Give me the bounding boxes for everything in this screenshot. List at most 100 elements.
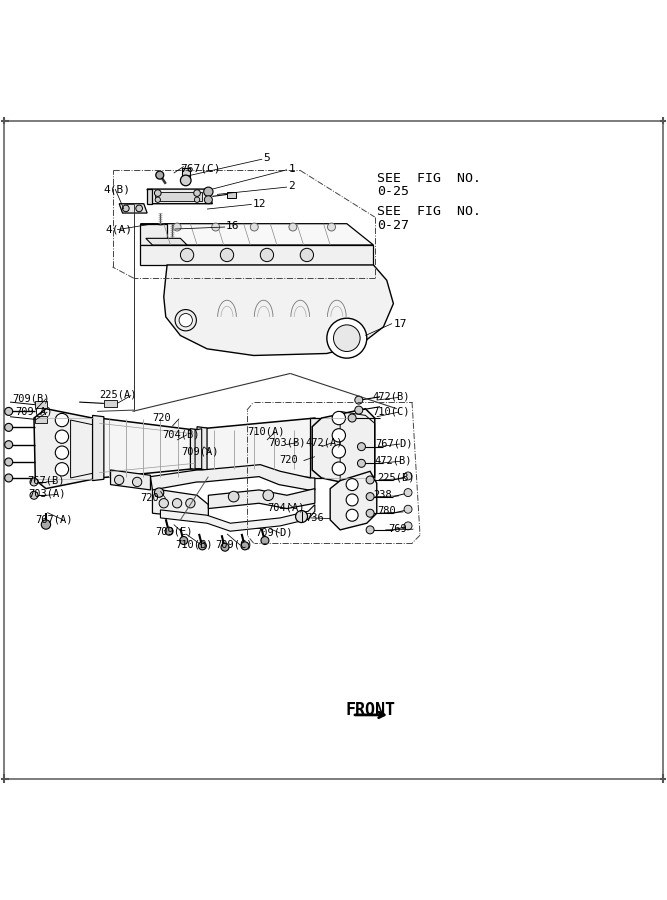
Text: 1: 1: [288, 164, 295, 174]
Bar: [35, 401, 47, 408]
Circle shape: [30, 491, 38, 500]
Circle shape: [327, 319, 367, 358]
Polygon shape: [99, 418, 195, 478]
Circle shape: [332, 428, 346, 442]
Circle shape: [263, 490, 273, 500]
Circle shape: [358, 443, 366, 451]
Circle shape: [173, 223, 181, 231]
Text: 710(B): 710(B): [175, 539, 213, 550]
Text: 17: 17: [394, 319, 407, 328]
Text: 5: 5: [263, 154, 270, 164]
Bar: [227, 192, 236, 198]
Circle shape: [156, 171, 164, 179]
Circle shape: [41, 520, 51, 529]
Circle shape: [228, 491, 239, 502]
Polygon shape: [153, 489, 208, 518]
Polygon shape: [119, 203, 147, 213]
Circle shape: [346, 494, 358, 506]
Circle shape: [155, 488, 164, 498]
Text: 472(A): 472(A): [305, 437, 343, 447]
Circle shape: [289, 223, 297, 231]
Circle shape: [211, 223, 219, 231]
Circle shape: [203, 187, 213, 196]
Circle shape: [358, 459, 366, 467]
Text: 709(D): 709(D): [255, 527, 292, 537]
Polygon shape: [111, 470, 151, 490]
Circle shape: [55, 463, 69, 476]
Text: 709(A): 709(A): [181, 446, 219, 456]
Polygon shape: [201, 418, 315, 478]
Text: 703(B): 703(B): [268, 437, 305, 447]
Text: 4(A): 4(A): [106, 224, 133, 234]
Circle shape: [5, 458, 13, 466]
Text: 472(B): 472(B): [372, 392, 410, 401]
Polygon shape: [190, 428, 201, 470]
Circle shape: [204, 195, 212, 203]
Circle shape: [327, 223, 336, 231]
Polygon shape: [147, 189, 212, 203]
Circle shape: [334, 325, 360, 352]
Circle shape: [250, 223, 258, 231]
Circle shape: [180, 176, 191, 185]
Text: 767(A): 767(A): [35, 514, 73, 524]
Polygon shape: [141, 224, 167, 245]
Circle shape: [220, 248, 233, 262]
Text: 4(B): 4(B): [104, 184, 131, 194]
Text: 704(B): 704(B): [162, 429, 199, 439]
Circle shape: [5, 441, 13, 449]
Bar: [155, 192, 201, 201]
Text: 225(A): 225(A): [99, 390, 137, 400]
Text: FRONT: FRONT: [346, 700, 396, 718]
Text: 709(B): 709(B): [13, 393, 50, 403]
Text: 720: 720: [141, 493, 159, 503]
Text: 709(A): 709(A): [15, 407, 53, 417]
Bar: [104, 400, 117, 407]
Circle shape: [404, 522, 412, 530]
Circle shape: [5, 423, 13, 431]
Bar: [35, 416, 47, 423]
Polygon shape: [151, 464, 315, 490]
Circle shape: [221, 544, 229, 551]
Circle shape: [175, 310, 196, 331]
Text: 12: 12: [252, 199, 265, 209]
Text: 720: 720: [153, 413, 171, 423]
Polygon shape: [195, 428, 201, 469]
Circle shape: [295, 510, 307, 523]
Circle shape: [180, 248, 193, 262]
Circle shape: [346, 479, 358, 490]
Polygon shape: [93, 416, 104, 481]
Circle shape: [366, 492, 374, 500]
Circle shape: [5, 474, 13, 482]
Circle shape: [366, 526, 374, 534]
Circle shape: [198, 542, 206, 550]
Circle shape: [55, 430, 69, 444]
Circle shape: [123, 205, 129, 212]
Circle shape: [355, 406, 363, 414]
Text: 720: 720: [279, 455, 297, 465]
Polygon shape: [161, 505, 315, 531]
Circle shape: [155, 197, 161, 202]
Circle shape: [261, 536, 269, 544]
Circle shape: [30, 478, 38, 486]
Text: SEE  FIG  NO.: SEE FIG NO.: [377, 205, 481, 218]
Polygon shape: [164, 265, 394, 356]
Circle shape: [159, 499, 169, 508]
Polygon shape: [34, 409, 99, 489]
Bar: [181, 168, 189, 180]
Text: 703(A): 703(A): [29, 489, 66, 499]
Polygon shape: [141, 224, 374, 245]
Text: 2: 2: [288, 182, 295, 192]
Circle shape: [179, 313, 192, 327]
Circle shape: [193, 190, 200, 196]
Text: 769: 769: [388, 524, 407, 534]
Polygon shape: [310, 418, 321, 478]
Circle shape: [194, 197, 199, 202]
Polygon shape: [141, 245, 374, 265]
Text: 238: 238: [374, 491, 392, 500]
Polygon shape: [330, 472, 377, 530]
Text: 0-27: 0-27: [377, 219, 409, 231]
Text: 709(C): 709(C): [215, 539, 253, 550]
Circle shape: [55, 446, 69, 459]
Text: SEE  FIG  NO.: SEE FIG NO.: [377, 172, 481, 184]
Text: 704(A): 704(A): [267, 502, 304, 512]
